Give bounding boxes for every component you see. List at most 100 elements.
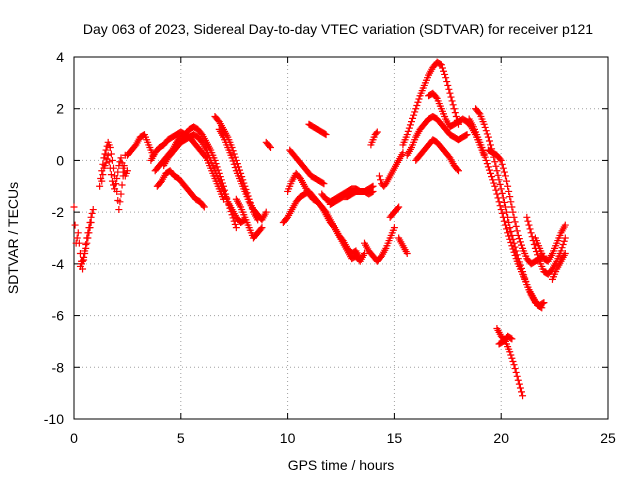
series-s36	[548, 250, 569, 283]
data-point	[319, 179, 327, 187]
data-point	[451, 109, 459, 117]
data-point	[494, 171, 502, 179]
data-point	[413, 101, 421, 109]
data-point	[509, 235, 517, 243]
series-s25	[399, 58, 462, 149]
chart-title: Day 063 of 2023, Sidereal Day-to-day VTE…	[83, 21, 593, 37]
data-point	[515, 380, 523, 388]
data-point	[321, 130, 329, 138]
data-point	[497, 206, 505, 214]
data-point	[524, 217, 532, 225]
series-s22	[375, 149, 407, 190]
data-point	[508, 203, 516, 211]
data-point	[510, 239, 518, 247]
data-point	[230, 150, 238, 158]
series-s27	[412, 136, 462, 175]
series-s34	[523, 213, 569, 278]
data-point	[436, 60, 444, 68]
x-tick-label: 0	[70, 430, 78, 446]
data-point	[495, 176, 503, 184]
data-point	[503, 225, 511, 233]
data-point	[522, 277, 530, 285]
data-point	[511, 218, 519, 226]
data-point	[322, 131, 330, 139]
data-point	[557, 247, 565, 255]
data-point	[438, 64, 446, 72]
data-point	[526, 225, 534, 233]
y-tick-label: 2	[56, 101, 64, 117]
data-point	[500, 198, 508, 206]
data-point	[450, 105, 458, 113]
data-point	[508, 354, 516, 362]
data-point	[492, 162, 500, 170]
data-point	[493, 190, 501, 198]
data-point	[107, 171, 115, 179]
data-point	[505, 232, 513, 240]
y-tick-label: -10	[44, 411, 64, 427]
data-point	[395, 203, 403, 211]
series-s23	[395, 234, 411, 258]
y-tick-label: -6	[52, 308, 65, 324]
data-point	[445, 85, 453, 93]
axis-ticks: 0 5 10 15 20 25 -10 -8 -6 -4 -2 0 2 4	[44, 49, 616, 446]
data-point	[449, 101, 457, 109]
data-point	[79, 257, 87, 265]
data-point	[108, 156, 116, 164]
x-tick-label: 5	[177, 430, 185, 446]
series-s28	[425, 89, 488, 159]
data-point	[523, 213, 531, 221]
data-point	[117, 154, 125, 162]
series-s30	[472, 105, 548, 309]
series-s4	[98, 151, 131, 193]
x-axis-label: GPS time / hours	[288, 457, 395, 473]
data-point	[507, 228, 515, 236]
data-point	[532, 248, 540, 256]
data-point	[80, 253, 88, 261]
series-s19	[326, 187, 377, 208]
data-point	[399, 149, 407, 157]
series-s21	[367, 128, 381, 149]
data-point	[411, 108, 419, 116]
data-point	[513, 372, 521, 380]
y-tick-label: 0	[56, 152, 64, 168]
data-point	[513, 251, 521, 259]
data-point	[118, 159, 126, 167]
data-point	[116, 198, 124, 206]
data-point	[415, 95, 423, 103]
data-point	[559, 240, 567, 248]
data-point	[73, 234, 81, 242]
data-point	[404, 127, 412, 135]
data-point	[106, 164, 114, 172]
series-s8	[153, 167, 208, 211]
data-point	[516, 238, 524, 246]
data-point	[504, 229, 512, 237]
data-point	[257, 225, 265, 233]
data-point	[490, 179, 498, 187]
y-axis-label: SDTVAR / TECUs	[5, 182, 21, 294]
data-point	[499, 194, 507, 202]
y-tick-label: -4	[52, 256, 65, 272]
data-point	[403, 250, 411, 258]
data-point	[506, 224, 514, 232]
data-point	[540, 299, 548, 307]
data-point	[514, 255, 522, 263]
data-point	[480, 120, 488, 128]
data-point	[462, 131, 470, 139]
data-point	[403, 131, 411, 139]
data-point	[412, 105, 420, 113]
data-point	[497, 185, 505, 193]
data-point	[89, 206, 97, 214]
data-point	[104, 151, 112, 159]
data-point	[498, 160, 506, 168]
x-tick-label: 10	[280, 430, 296, 446]
data-point	[320, 180, 328, 188]
data-point	[513, 227, 521, 235]
data-point	[230, 160, 238, 168]
data-point	[369, 187, 377, 195]
data-point	[409, 114, 417, 122]
data-point	[504, 213, 512, 221]
series-s16	[286, 146, 328, 188]
data-point	[115, 206, 123, 214]
data-point	[372, 129, 380, 137]
